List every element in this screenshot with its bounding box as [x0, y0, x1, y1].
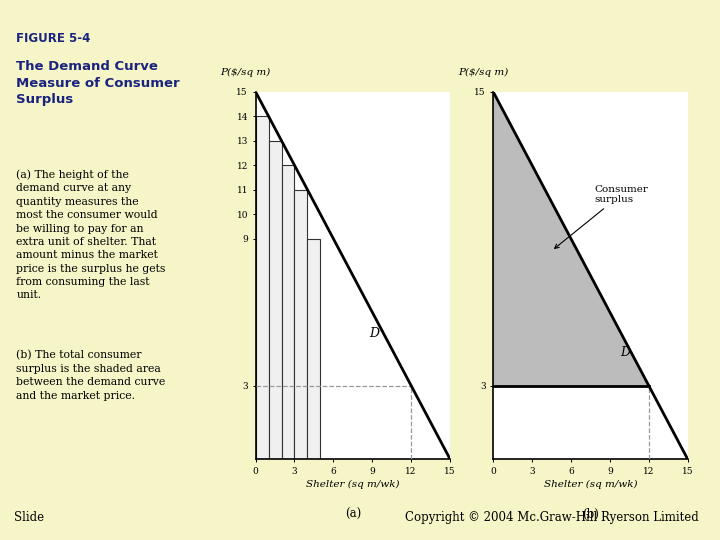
- Text: (b): (b): [582, 508, 599, 521]
- Text: (b) The total consumer
surplus is the shaded area
between the demand curve
and t: (b) The total consumer surplus is the sh…: [17, 350, 166, 401]
- Polygon shape: [493, 92, 649, 386]
- X-axis label: Shelter (sq m/wk): Shelter (sq m/wk): [306, 480, 400, 489]
- Text: Slide: Slide: [14, 511, 45, 524]
- Text: Copyright © 2004 Mc.Graw-Hill Ryerson Limited: Copyright © 2004 Mc.Graw-Hill Ryerson Li…: [405, 511, 698, 524]
- Text: (a): (a): [345, 508, 361, 521]
- Bar: [294, 190, 307, 459]
- Bar: [256, 116, 269, 459]
- Text: The Demand Curve
Measure of Consumer
Surplus: The Demand Curve Measure of Consumer Sur…: [17, 60, 180, 106]
- Bar: [307, 239, 320, 459]
- Text: P($/sq m): P($/sq m): [220, 68, 271, 77]
- Text: (a) The height of the
demand curve at any
quantity measures the
most the consume: (a) The height of the demand curve at an…: [17, 170, 166, 300]
- Bar: [269, 141, 282, 459]
- Text: Consumer
surplus: Consumer surplus: [554, 185, 648, 248]
- X-axis label: Shelter (sq m/wk): Shelter (sq m/wk): [544, 480, 637, 489]
- Text: D: D: [620, 346, 630, 359]
- Bar: [282, 165, 294, 459]
- Text: FIGURE 5-4: FIGURE 5-4: [17, 32, 91, 45]
- Text: P($/sq m): P($/sq m): [458, 68, 508, 77]
- Text: D: D: [369, 327, 379, 340]
